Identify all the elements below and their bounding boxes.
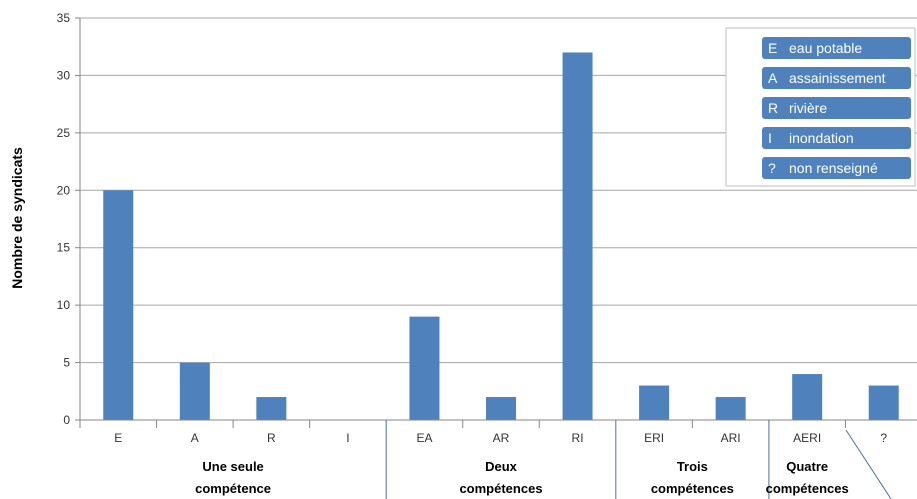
x-tick-label: ERI xyxy=(644,431,664,445)
legend-item-bg xyxy=(762,67,911,89)
x-tick-label: AR xyxy=(493,431,510,445)
x-tick-label: E xyxy=(114,431,122,445)
group-divider xyxy=(845,429,892,499)
legend-code: I xyxy=(768,130,772,146)
y-tick-label: 0 xyxy=(63,413,70,427)
bar xyxy=(179,362,210,420)
x-tick-label: RI xyxy=(572,431,584,445)
group-label-line1: Deux xyxy=(485,459,518,474)
legend-item-bg xyxy=(762,37,911,59)
y-tick-label: 30 xyxy=(57,68,71,82)
legend-item-bg xyxy=(762,157,911,179)
x-tick-label: A xyxy=(191,431,199,445)
legend-label: eau potable xyxy=(789,40,862,56)
legend-code: E xyxy=(768,40,777,56)
gridlines xyxy=(80,17,917,364)
y-axis-label: Nombre de syndicats xyxy=(9,147,25,289)
x-tick-label: AERI xyxy=(793,431,821,445)
bar xyxy=(486,397,516,420)
y-tick-label: 35 xyxy=(57,11,71,25)
bar xyxy=(639,385,670,420)
legend-code: R xyxy=(768,100,778,116)
group-label-line1: Trois xyxy=(677,459,708,474)
legend-code: ? xyxy=(768,160,776,176)
group-label-line2: compétences xyxy=(459,481,542,496)
bar xyxy=(409,316,440,420)
bar xyxy=(562,52,593,420)
legend-label: assainissement xyxy=(789,70,886,86)
legend-label: rivière xyxy=(789,100,827,116)
x-axis: E A R I EA AR RI ERI ARI AERI? xyxy=(79,419,917,499)
y-tick-label: 25 xyxy=(57,126,71,140)
legend-label: non renseigné xyxy=(789,160,878,176)
y-axis: 0 5 10 15 20 25 30 35 xyxy=(57,11,81,427)
group-label-line1: Une seule xyxy=(202,459,263,474)
x-tick-label: R xyxy=(267,431,276,445)
bar xyxy=(715,397,746,420)
bars xyxy=(103,52,899,420)
y-tick-label: 15 xyxy=(57,241,71,255)
x-tick-label: I xyxy=(346,431,349,445)
bar xyxy=(103,190,134,420)
y-tick-label: 5 xyxy=(63,356,70,370)
y-tick-label: 20 xyxy=(57,183,71,197)
bar xyxy=(256,397,287,420)
x-tick-label: EA xyxy=(416,431,432,445)
group-label-line2: compétences xyxy=(766,481,849,496)
group-label-line2: compétence xyxy=(195,481,271,496)
legend-code: A xyxy=(768,70,778,86)
group-label-line2: compétences xyxy=(651,481,734,496)
legend-label: inondation xyxy=(789,130,854,146)
x-tick-label: ARI xyxy=(721,431,741,445)
y-tick-label: 10 xyxy=(57,298,71,312)
group-labels: Une seule compétence Deux compétences Trois c… xyxy=(195,459,849,496)
bar xyxy=(792,374,823,420)
bar xyxy=(868,385,899,420)
group-label-line1: Quatre xyxy=(786,459,828,474)
legend-item-bg xyxy=(762,97,911,119)
legend-item-bg xyxy=(762,127,911,149)
x-tick-label: ? xyxy=(880,431,887,445)
